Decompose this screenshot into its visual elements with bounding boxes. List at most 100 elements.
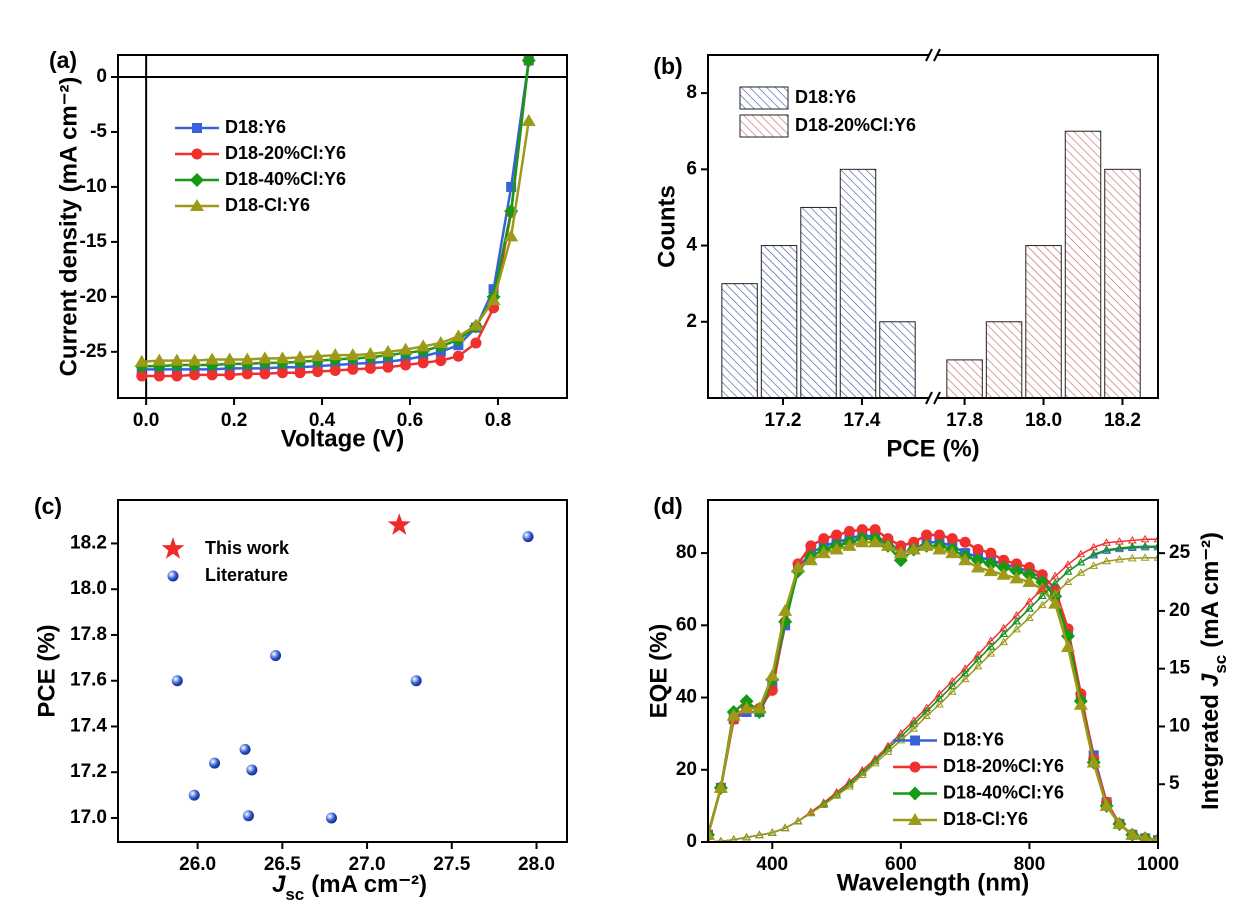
marker [996, 560, 1011, 575]
marker [819, 800, 829, 809]
marker [325, 812, 337, 824]
marker [1153, 541, 1158, 550]
marker [1037, 600, 1047, 609]
legend-label: D18:Y6 [943, 729, 1004, 749]
label-part: sc [285, 885, 304, 904]
marker [1061, 639, 1075, 652]
marker [134, 354, 149, 367]
marker [893, 546, 908, 559]
x-tick-label: 400 [756, 854, 788, 875]
axis-break-gap [929, 52, 937, 58]
y-axis-label: PCE (%) [33, 624, 60, 717]
marker [152, 353, 167, 366]
marker [805, 540, 817, 552]
marker [276, 367, 288, 379]
label-part: (mA cm⁻²) [311, 871, 427, 898]
marker [832, 791, 841, 799]
marker [1086, 755, 1101, 768]
bar [946, 359, 983, 398]
marker [1112, 816, 1127, 829]
x-tick-label: 0.6 [397, 410, 423, 431]
marker [416, 339, 431, 352]
marker [310, 349, 325, 362]
marker [729, 835, 738, 842]
bar [800, 206, 837, 398]
legend-label: D18-20%Cl:Y6 [795, 115, 916, 135]
marker [972, 543, 984, 555]
marker [1140, 541, 1150, 550]
marker [739, 694, 754, 709]
panel-label: (d) [653, 493, 682, 519]
axis-break-mark [925, 391, 933, 405]
y2-tick-label: 5 [1169, 773, 1180, 794]
y-tick-label: 17.2 [70, 761, 107, 782]
x-tick-label: 0.4 [309, 410, 336, 431]
marker [433, 336, 448, 349]
plot-area [171, 513, 534, 824]
y-axis-label: Current density (mA cm⁻²) [55, 77, 82, 377]
marker [1009, 571, 1024, 584]
axes-frame [707, 499, 1159, 843]
marker [791, 560, 805, 573]
marker [224, 369, 236, 381]
x-tick-label: 28.0 [518, 854, 555, 875]
y-tick-label: 17.4 [70, 715, 107, 736]
x-tick-label: 1000 [1137, 854, 1179, 875]
marker [906, 542, 921, 555]
marker [1050, 589, 1060, 597]
axes-frame [117, 54, 568, 399]
y-tick-label: 17.8 [70, 624, 107, 645]
y-tick-label: 0 [686, 831, 697, 852]
marker [909, 761, 921, 773]
marker [363, 347, 378, 360]
axis-break-mark [933, 391, 941, 405]
marker [909, 719, 919, 728]
marker [843, 525, 855, 537]
marker [398, 342, 413, 355]
marker [387, 513, 411, 535]
marker [294, 367, 306, 379]
marker [908, 813, 922, 825]
marker [1089, 549, 1099, 558]
marker [1012, 624, 1021, 633]
plot-area [721, 130, 1141, 398]
label-part: J [1197, 673, 1224, 687]
y-tick-label: 40 [676, 687, 697, 708]
y-tick-label: -15 [80, 231, 108, 252]
y2-tick-label: 20 [1169, 600, 1190, 621]
legend-label: D18:Y6 [225, 117, 286, 137]
y-tick-label: 80 [676, 542, 697, 563]
marker [259, 368, 271, 380]
marker [240, 352, 255, 365]
marker [1125, 827, 1140, 840]
marker [883, 747, 893, 755]
marker [910, 735, 920, 746]
bar [1025, 245, 1062, 398]
axis-break-mark [925, 48, 933, 62]
marker [435, 355, 447, 367]
marker [417, 357, 429, 369]
x-tick-label: 26.5 [264, 854, 301, 875]
marker [933, 529, 945, 541]
y-tick-label: 4 [686, 235, 697, 256]
marker [222, 352, 237, 365]
legend-label: Literature [205, 565, 288, 585]
marker [755, 830, 764, 839]
marker [1009, 564, 1024, 579]
axis-break-mark [933, 48, 941, 62]
marker [1073, 697, 1088, 710]
marker [985, 547, 997, 559]
axis-break-gap [929, 395, 937, 401]
panel-label: (c) [34, 493, 62, 519]
marker [986, 649, 996, 657]
marker [521, 55, 536, 68]
x-tick-label: 0.0 [133, 410, 159, 431]
marker [1076, 568, 1086, 576]
marker [752, 701, 767, 714]
marker [1023, 562, 1035, 574]
y-tick-label: -5 [90, 121, 107, 142]
marker [187, 353, 202, 366]
marker [960, 664, 970, 672]
marker [1022, 574, 1037, 587]
